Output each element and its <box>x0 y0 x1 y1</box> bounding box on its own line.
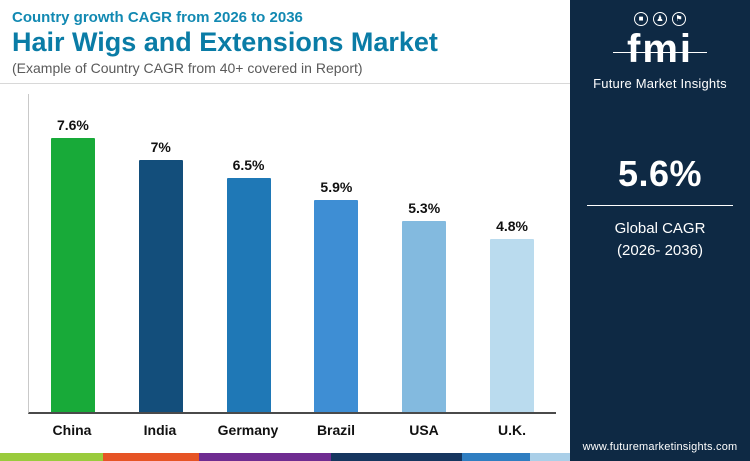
x-axis-label: India <box>143 422 177 439</box>
logo-icon-row: ■ ♟ ⚑ <box>627 12 693 26</box>
website-url: www.futuremarketinsights.com <box>582 441 738 453</box>
bar <box>138 160 183 413</box>
flag-icon: ⚑ <box>672 12 686 26</box>
x-axis-labels: China India Germany Brazil USA U.K. <box>28 422 556 438</box>
brand-name: Future Market Insights <box>593 76 727 91</box>
x-axis-label: U.K. <box>498 422 526 439</box>
bar-usa: 5.3% <box>388 200 460 413</box>
bar-value-label: 5.3% <box>408 200 441 217</box>
bar-value-label: 7% <box>150 139 171 156</box>
person-icon: ♟ <box>653 12 667 26</box>
footer-strip-segment <box>330 453 462 461</box>
bar-value-label: 7.6% <box>56 117 89 134</box>
bar <box>314 199 359 413</box>
stat-label-line2: (2026- 2036) <box>617 241 703 259</box>
bar <box>402 221 447 413</box>
global-cagr-stat: 5.6% Global CAGR (2026- 2036) <box>585 153 735 262</box>
chart-header: Country growth CAGR from 2026 to 2036 Ha… <box>0 0 570 85</box>
bar-india: 7% <box>125 139 197 413</box>
footer-strip-segment <box>102 453 200 461</box>
bar-value-label: 4.8% <box>496 218 528 235</box>
bar-chart: 7.6% 7% 6.5% 5.9% 5.3% 4.8% China India Germany… <box>0 84 570 453</box>
page-title: Hair Wigs and Extensions Market <box>12 27 438 57</box>
fmi-logo: ■ ♟ ⚑ fmi <box>613 12 707 71</box>
x-axis-label: USA <box>409 422 439 439</box>
x-axis-label: Germany <box>217 422 279 439</box>
footer-strip-segment <box>199 453 331 461</box>
x-axis-label: China <box>52 422 92 439</box>
bar-uk: 4.8% <box>476 218 548 413</box>
chart-icon: ■ <box>634 12 648 26</box>
footer-strip-segment <box>461 453 531 461</box>
chart-panel: Country growth CAGR from 2026 to 2036 Ha… <box>0 0 570 461</box>
footer-color-strip <box>0 453 570 461</box>
plot-area: 7.6% 7% 6.5% 5.9% 5.3% 4.8% <box>28 94 556 415</box>
bar-value-label: 6.5% <box>232 157 265 174</box>
bar-brazil: 5.9% <box>300 178 372 413</box>
footer-strip-segment <box>0 453 103 461</box>
bar <box>50 138 95 413</box>
chart-subtitle: (Example of Country CAGR from 40+ covere… <box>12 60 363 77</box>
bar <box>490 239 535 413</box>
stat-label-line1: Global CAGR <box>614 220 706 237</box>
x-axis-label: Brazil <box>316 422 356 439</box>
bar <box>226 178 271 413</box>
bar-value-label: 5.9% <box>320 178 353 195</box>
bar-china: 7.6% <box>37 117 109 413</box>
logo-wordmark: fmi <box>613 27 707 71</box>
stat-value: 5.6% <box>617 153 703 194</box>
brand-sidebar: ■ ♟ ⚑ fmi Future Market Insights 5.6% Gl… <box>570 0 750 461</box>
footer-strip-segment <box>530 453 570 461</box>
chart-eyebrow: Country growth CAGR from 2026 to 2036 <box>12 9 303 26</box>
bar-germany: 6.5% <box>213 157 285 413</box>
stat-divider <box>587 205 733 206</box>
